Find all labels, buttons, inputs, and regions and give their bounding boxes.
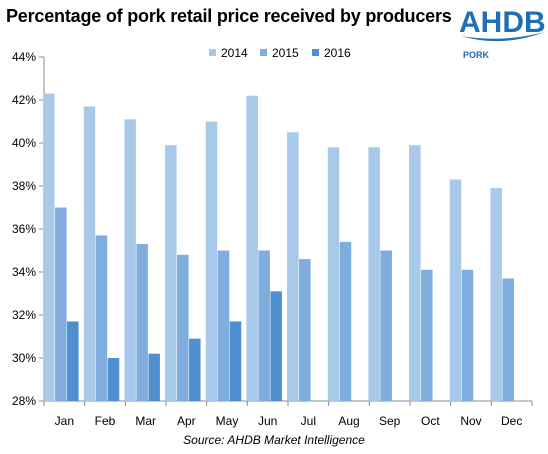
- x-tick-label-aug: Aug: [338, 414, 359, 428]
- y-tick-label: 36%: [12, 222, 36, 236]
- chart-title: Percentage of pork retail price received…: [6, 6, 452, 26]
- y-tick-label: 32%: [12, 308, 36, 322]
- x-tick-label-mar: Mar: [135, 414, 156, 428]
- bar-2014-sep: [368, 147, 380, 401]
- bar-2014-jan: [43, 93, 55, 402]
- chart-source: Source: AHDB Market Intelligence: [183, 433, 365, 447]
- bar-chart: 2014 2015 2016 28% 30% 32% 34% 36% 38% 40% 42% 44%…: [12, 46, 533, 428]
- bar-2014-oct: [409, 145, 421, 401]
- legend-swatch-2014: [209, 49, 216, 56]
- y-tick-label: 44%: [12, 50, 36, 64]
- bar-2015-aug: [339, 241, 352, 401]
- bar-2014-nov: [449, 179, 462, 401]
- logo-wordmark: AHDB: [459, 6, 546, 39]
- x-tick-label-oct: Oct: [421, 414, 440, 428]
- legend-label-2016: 2016: [324, 46, 351, 60]
- bar-2015-jun: [258, 250, 270, 401]
- bar-2014-aug: [327, 147, 340, 401]
- x-tick-label-jul: Jul: [301, 414, 316, 428]
- bar-2015-oct: [421, 269, 433, 401]
- bar-2015-dec: [502, 278, 514, 401]
- bar-2014-apr: [165, 145, 177, 401]
- chart-bars: [43, 93, 514, 402]
- bar-2014-may: [205, 121, 218, 401]
- x-tick-label-jun: Jun: [258, 414, 277, 428]
- x-tick-label-dec: Dec: [501, 414, 522, 428]
- bar-2015-mar: [136, 244, 148, 401]
- x-tick-label-nov: Nov: [460, 414, 481, 428]
- x-tick-label-sep: Sep: [379, 414, 401, 428]
- bar-2015-feb: [95, 235, 108, 401]
- bar-2015-jul: [299, 259, 311, 401]
- y-tick-label: 34%: [12, 265, 36, 279]
- legend-label-2014: 2014: [221, 46, 248, 60]
- bar-2016-mar: [148, 353, 160, 401]
- bar-2014-jul: [287, 132, 299, 401]
- y-axis: 28% 30% 32% 34% 36% 38% 40% 42% 44%: [12, 50, 45, 408]
- bar-2015-may: [217, 250, 230, 401]
- bar-2015-nov: [461, 269, 474, 401]
- x-tick-label-apr: Apr: [177, 414, 196, 428]
- logo-swoosh-icon: [461, 32, 545, 42]
- bar-2016-jun: [270, 291, 282, 401]
- ahdb-logo: AHDB PORK: [459, 6, 546, 60]
- bar-2014-dec: [490, 188, 502, 401]
- y-tick-label: 40%: [12, 136, 36, 150]
- y-tick-label: 28%: [12, 394, 36, 408]
- bar-2014-feb: [83, 106, 96, 401]
- bar-2016-apr: [189, 338, 201, 401]
- y-tick-label: 42%: [12, 93, 36, 107]
- bar-2016-jan: [67, 321, 79, 401]
- legend-swatch-2015: [260, 49, 267, 56]
- bar-2016-may: [229, 321, 242, 401]
- y-tick-label: 30%: [12, 351, 36, 365]
- x-axis: Jan Feb Mar Apr May Jun Jul Aug Sep Oct Nov Dec: [43, 400, 533, 428]
- x-tick-label-jan: Jan: [55, 414, 74, 428]
- bar-2015-jan: [55, 207, 67, 401]
- legend-swatch-2016: [312, 49, 319, 56]
- logo-subtitle: PORK: [463, 50, 490, 60]
- legend-label-2015: 2015: [272, 46, 299, 60]
- bar-2015-apr: [177, 254, 189, 401]
- bar-2016-feb: [107, 358, 120, 401]
- bar-2015-sep: [380, 250, 392, 401]
- chart-legend: 2014 2015 2016: [209, 46, 351, 60]
- y-tick-label: 38%: [12, 179, 36, 193]
- x-tick-label-may: May: [216, 414, 239, 428]
- bar-2014-jun: [246, 95, 258, 401]
- bar-2014-mar: [124, 119, 136, 401]
- x-tick-label-feb: Feb: [95, 414, 116, 428]
